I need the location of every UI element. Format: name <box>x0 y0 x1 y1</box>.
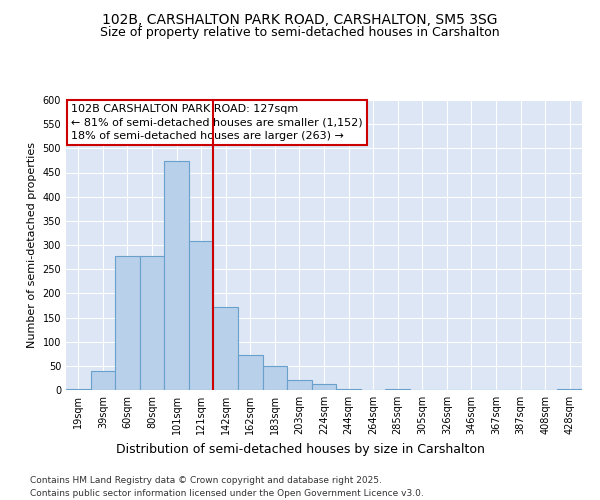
Bar <box>238 354 263 390</box>
Bar <box>214 307 238 390</box>
Bar <box>287 380 312 390</box>
Text: 102B CARSHALTON PARK ROAD: 127sqm
← 81% of semi-detached houses are smaller (1,1: 102B CARSHALTON PARK ROAD: 127sqm ← 81% … <box>71 104 363 141</box>
Bar <box>164 162 189 390</box>
Bar <box>115 256 140 390</box>
Bar <box>140 256 164 390</box>
Bar <box>385 389 410 390</box>
Bar <box>189 241 214 390</box>
Text: Size of property relative to semi-detached houses in Carshalton: Size of property relative to semi-detach… <box>100 26 500 39</box>
Bar <box>66 388 91 390</box>
Bar <box>263 366 287 390</box>
Bar <box>336 388 361 390</box>
Text: Distribution of semi-detached houses by size in Carshalton: Distribution of semi-detached houses by … <box>116 442 484 456</box>
Bar <box>312 384 336 390</box>
Bar <box>91 370 115 390</box>
Bar <box>557 389 582 390</box>
Y-axis label: Number of semi-detached properties: Number of semi-detached properties <box>27 142 37 348</box>
Text: 102B, CARSHALTON PARK ROAD, CARSHALTON, SM5 3SG: 102B, CARSHALTON PARK ROAD, CARSHALTON, … <box>102 12 498 26</box>
Text: Contains HM Land Registry data © Crown copyright and database right 2025.
Contai: Contains HM Land Registry data © Crown c… <box>30 476 424 498</box>
